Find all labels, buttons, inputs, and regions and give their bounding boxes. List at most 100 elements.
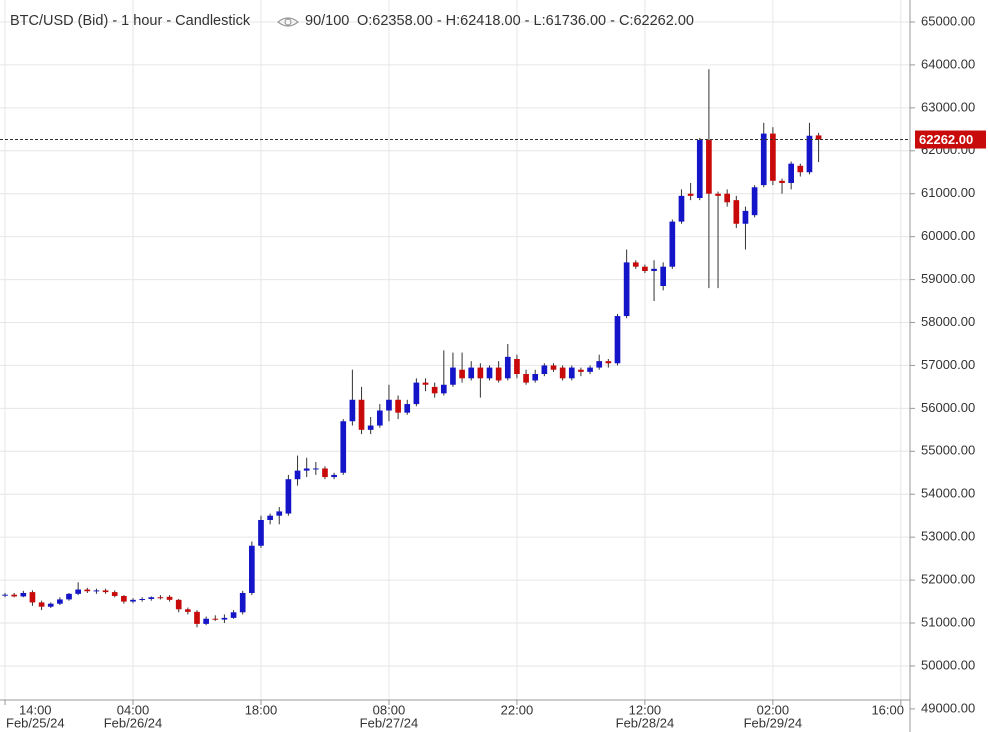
candle-body	[93, 590, 100, 592]
candle-body	[358, 399, 365, 430]
candle-body	[285, 479, 292, 514]
candle-body	[203, 618, 209, 624]
candle-body	[166, 596, 173, 600]
x-tick-label: 14:00	[19, 702, 52, 717]
candle-body	[632, 262, 639, 267]
candles	[0, 69, 910, 628]
candle-body	[669, 221, 676, 267]
candle-body	[148, 597, 155, 599]
candle-body	[715, 193, 721, 196]
candle-body	[2, 594, 8, 596]
candle-body	[596, 361, 603, 368]
candle-body	[322, 468, 328, 478]
candle-body	[75, 589, 81, 594]
y-tick-label: 64000.00	[921, 56, 975, 71]
x-tick-date: Feb/29/24	[744, 715, 803, 730]
candle-body	[157, 597, 164, 599]
candle-body	[706, 140, 712, 194]
candle-body	[486, 367, 493, 379]
candle-body	[386, 399, 392, 411]
candle-body	[559, 367, 566, 379]
y-tick-label: 61000.00	[921, 185, 975, 200]
chart-title: BTC/USD (Bid) - 1 hour - Candlestick	[10, 13, 251, 29]
candle-body	[175, 599, 182, 610]
y-tick-label: 57000.00	[921, 357, 975, 372]
candle-body	[651, 268, 657, 271]
x-tick-date: Feb/25/24	[6, 715, 65, 730]
candle-body	[660, 266, 667, 287]
y-tick-label: 56000.00	[921, 400, 975, 415]
candle-body	[431, 386, 438, 394]
candle-body	[38, 602, 45, 607]
candle-body	[258, 519, 264, 546]
candle-body	[367, 425, 374, 430]
y-tick-label: 59000.00	[921, 271, 975, 286]
last-price-box	[915, 130, 986, 149]
candle-body	[532, 374, 539, 381]
candle-body	[349, 399, 356, 422]
candle-body	[331, 474, 337, 478]
candle-body	[605, 361, 612, 364]
candle-body	[11, 594, 18, 597]
candle-body	[687, 193, 694, 196]
grid	[0, 0, 910, 710]
candle-body	[340, 421, 347, 473]
y-tick-label: 50000.00	[921, 657, 975, 672]
x-tick-label: 22:00	[501, 702, 534, 717]
candle-body	[623, 262, 630, 317]
candle-body	[578, 369, 584, 372]
candle-body	[29, 592, 36, 603]
candle-body	[550, 365, 557, 370]
x-tick-label: 08:00	[373, 702, 406, 717]
candle-body	[724, 193, 731, 203]
y-tick-label: 65000.00	[921, 13, 975, 28]
candle-body	[139, 598, 145, 600]
candle-body	[84, 589, 91, 592]
eye-icon	[277, 17, 299, 27]
candle-body	[770, 133, 776, 181]
candle-body	[130, 599, 136, 602]
candle-body	[249, 545, 255, 593]
candle-body	[468, 367, 475, 379]
y-tick-label: 58000.00	[921, 314, 975, 329]
y-tick-label: 60000.00	[921, 228, 975, 243]
x-axis-background	[0, 700, 910, 732]
candle-body	[806, 135, 813, 173]
x-tick-label: 12:00	[629, 702, 662, 717]
candle-body	[413, 382, 420, 405]
x-tick-label: 16:00	[871, 702, 904, 717]
candle-body	[495, 367, 502, 381]
candle-body	[504, 356, 511, 379]
candle-body	[742, 210, 749, 224]
last-price-label: 62262.00	[919, 132, 973, 147]
candle-body	[477, 367, 484, 379]
candle-body	[194, 611, 200, 624]
candle-body	[66, 593, 72, 600]
header: BTC/USD (Bid) - 1 hour - Candlestick 90/…	[10, 13, 694, 29]
y-tick-label: 49000.00	[921, 700, 975, 715]
candle-body	[57, 599, 63, 604]
candle-body	[797, 165, 804, 173]
candle-body	[230, 612, 237, 618]
candle-body	[733, 200, 740, 224]
candle-body	[514, 358, 520, 375]
candle-body	[568, 367, 575, 379]
x-tick-label: 02:00	[757, 702, 790, 717]
ohlc-label: O:62358.00 - H:62418.00 - L:61736.00 - C…	[357, 13, 694, 29]
candle-body	[111, 592, 118, 596]
candle-body	[587, 367, 593, 372]
y-tick-label: 53000.00	[921, 529, 975, 544]
candle-body	[102, 590, 109, 593]
candle-body	[239, 592, 246, 613]
y-tick-label: 51000.00	[921, 614, 975, 629]
candle-body	[221, 617, 228, 620]
candle-body	[312, 468, 319, 470]
candle-body	[303, 468, 310, 471]
x-tick-date: Feb/27/24	[360, 715, 419, 730]
candle-body	[779, 180, 785, 183]
candle-body	[440, 384, 447, 394]
candle-body	[751, 187, 758, 216]
